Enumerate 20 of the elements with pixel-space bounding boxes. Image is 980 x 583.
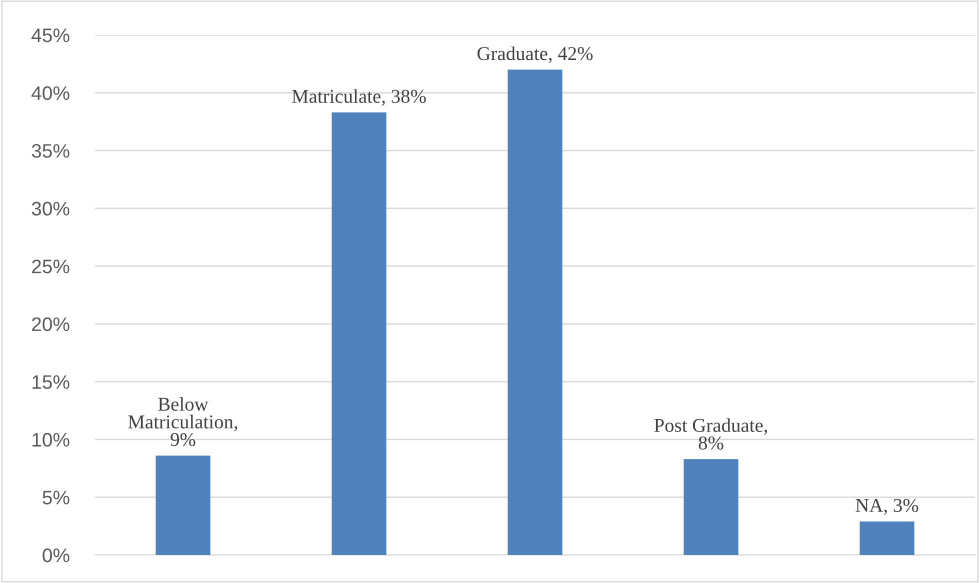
y-tick-label: 20%	[32, 317, 70, 332]
data-label: Matriculate, 38%	[292, 89, 426, 106]
y-tick-label: 45%	[32, 28, 70, 42]
y-tick-label: 10%	[32, 432, 70, 447]
data-label: Below Matriculation, 9%	[128, 397, 238, 446]
y-tick-label: 25%	[32, 260, 70, 274]
bar	[684, 459, 738, 555]
data-label: Post Graduate, 8%	[654, 418, 768, 450]
y-tick-label: 15%	[32, 375, 70, 389]
bar	[156, 456, 210, 555]
y-tick-label: 30%	[32, 202, 70, 216]
y-tick-label: 40%	[32, 86, 70, 100]
bar	[860, 521, 914, 555]
data-label: NA, 3%	[856, 498, 918, 515]
y-tick-label: 5%	[42, 490, 70, 504]
bar	[508, 70, 562, 555]
y-tick-label: 0%	[42, 548, 70, 562]
data-label: Graduate, 42%	[477, 46, 593, 63]
y-tick-label: 35%	[32, 144, 70, 158]
bar	[332, 112, 386, 555]
